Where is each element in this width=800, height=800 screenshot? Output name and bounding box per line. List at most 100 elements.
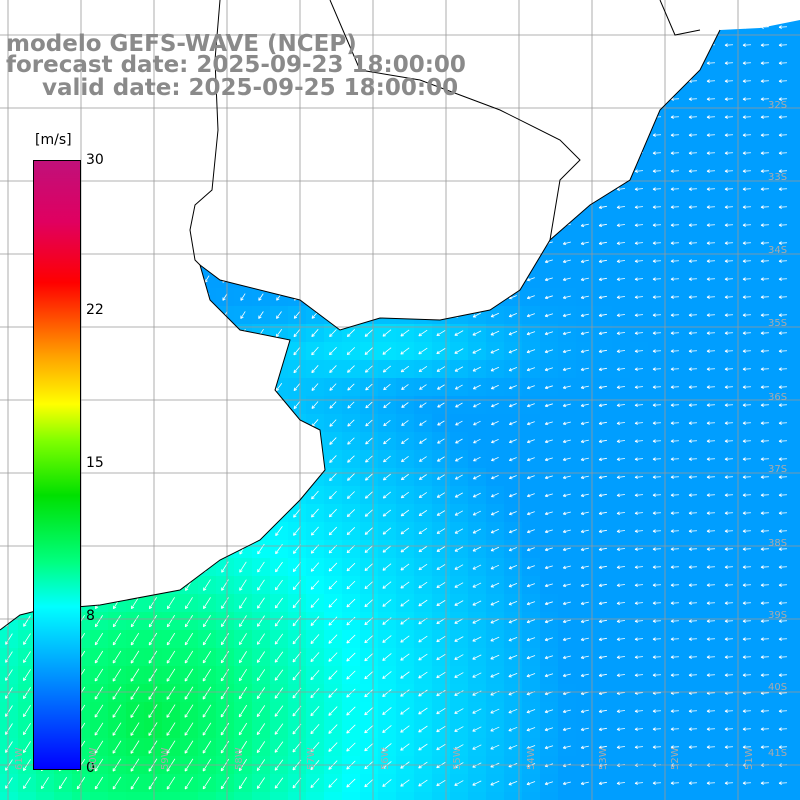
wind-arrow bbox=[401, 24, 409, 30]
wind-arrow bbox=[491, 402, 499, 408]
wind-arrow bbox=[328, 508, 337, 518]
wind-arrow bbox=[6, 23, 12, 31]
speed-cell bbox=[522, 90, 540, 108]
wind-arrow bbox=[382, 581, 392, 589]
wind-arrow bbox=[778, 241, 787, 245]
wind-arrow bbox=[580, 511, 589, 516]
speed-cell bbox=[486, 36, 504, 54]
speed-cell bbox=[0, 0, 18, 18]
wind-arrow bbox=[383, 132, 391, 138]
wind-arrow bbox=[562, 133, 571, 138]
wind-arrow bbox=[562, 637, 571, 642]
wind-arrow bbox=[113, 525, 121, 537]
wind-arrow bbox=[401, 402, 409, 408]
wind-arrow bbox=[778, 43, 787, 47]
wind-arrow bbox=[364, 491, 373, 499]
wind-arrow bbox=[634, 511, 643, 515]
wind-arrow bbox=[598, 493, 607, 498]
speed-cell bbox=[558, 0, 576, 18]
wind-arrow bbox=[472, 384, 481, 390]
wind-arrow bbox=[778, 367, 787, 371]
wind-arrow bbox=[760, 511, 769, 515]
wind-arrow bbox=[778, 115, 787, 119]
speed-cell bbox=[36, 108, 54, 126]
wind-arrow bbox=[634, 583, 643, 587]
speed-cell bbox=[234, 486, 252, 504]
wind-arrow bbox=[258, 131, 264, 139]
wind-arrow bbox=[670, 169, 679, 173]
wind-arrow bbox=[724, 79, 733, 83]
wind-arrow bbox=[276, 185, 282, 193]
wind-arrow bbox=[544, 367, 554, 372]
wind-arrow bbox=[580, 781, 589, 786]
wind-arrow bbox=[544, 259, 553, 264]
wind-arrow bbox=[203, 472, 211, 483]
wind-arrow bbox=[490, 780, 500, 786]
wind-arrow bbox=[382, 653, 392, 661]
wind-arrow bbox=[526, 169, 535, 174]
wind-arrow bbox=[24, 239, 30, 247]
speed-cell bbox=[792, 342, 800, 360]
wind-arrow bbox=[652, 187, 661, 191]
speed-cell bbox=[414, 144, 432, 162]
wind-arrow bbox=[670, 475, 679, 479]
speed-cell bbox=[540, 72, 558, 90]
speed-cell bbox=[288, 252, 306, 270]
wind-arrow bbox=[418, 510, 428, 517]
wind-arrow bbox=[437, 204, 445, 210]
speed-cell bbox=[144, 126, 162, 144]
wind-arrow bbox=[706, 115, 715, 119]
wind-arrow bbox=[258, 203, 264, 211]
wind-arrow bbox=[400, 581, 410, 589]
wind-arrow bbox=[131, 454, 139, 464]
speed-cell bbox=[450, 216, 468, 234]
wind-arrow bbox=[24, 347, 30, 355]
wind-arrow bbox=[778, 727, 787, 731]
wind-arrow bbox=[6, 113, 12, 121]
wind-arrow bbox=[778, 493, 787, 497]
wind-arrow bbox=[635, 8, 643, 11]
speed-cell bbox=[468, 36, 486, 54]
speed-cell bbox=[90, 486, 108, 504]
wind-arrow bbox=[724, 61, 733, 65]
speed-cell bbox=[450, 252, 468, 270]
wind-arrow bbox=[275, 418, 283, 428]
wind-arrow bbox=[742, 349, 751, 353]
wind-arrow bbox=[580, 151, 589, 156]
wind-arrow bbox=[490, 600, 500, 606]
wind-arrow bbox=[258, 311, 264, 319]
speed-cell bbox=[522, 54, 540, 72]
wind-arrow bbox=[275, 490, 283, 500]
speed-cell bbox=[396, 198, 414, 216]
wind-arrow bbox=[634, 493, 643, 497]
speed-cell bbox=[108, 126, 126, 144]
wind-arrow bbox=[508, 780, 518, 786]
wind-arrow bbox=[383, 222, 391, 228]
speed-cell bbox=[342, 234, 360, 252]
wind-arrow bbox=[401, 240, 409, 246]
wind-arrow bbox=[670, 529, 679, 533]
wind-arrow bbox=[419, 438, 427, 444]
wind-arrow bbox=[671, 8, 679, 11]
wind-arrow bbox=[526, 385, 535, 390]
wind-arrow bbox=[472, 600, 482, 606]
wind-arrow bbox=[6, 257, 12, 265]
wind-arrow bbox=[239, 561, 247, 573]
wind-arrow bbox=[168, 364, 174, 374]
wind-arrow bbox=[634, 133, 643, 137]
speed-cell bbox=[234, 108, 252, 126]
speed-cell bbox=[378, 288, 396, 306]
speed-cell bbox=[198, 414, 216, 432]
wind-arrow bbox=[707, 8, 715, 11]
wind-arrow bbox=[148, 686, 158, 700]
wind-arrow bbox=[131, 436, 139, 446]
speed-cell bbox=[576, 72, 594, 90]
wind-arrow bbox=[24, 400, 30, 410]
lon-label: 60W bbox=[88, 747, 99, 770]
wind-arrow bbox=[526, 457, 535, 462]
wind-arrow bbox=[203, 400, 210, 410]
wind-arrow bbox=[562, 493, 571, 498]
speed-cell bbox=[522, 198, 540, 216]
wind-arrow bbox=[634, 565, 643, 569]
wind-arrow bbox=[23, 436, 31, 446]
